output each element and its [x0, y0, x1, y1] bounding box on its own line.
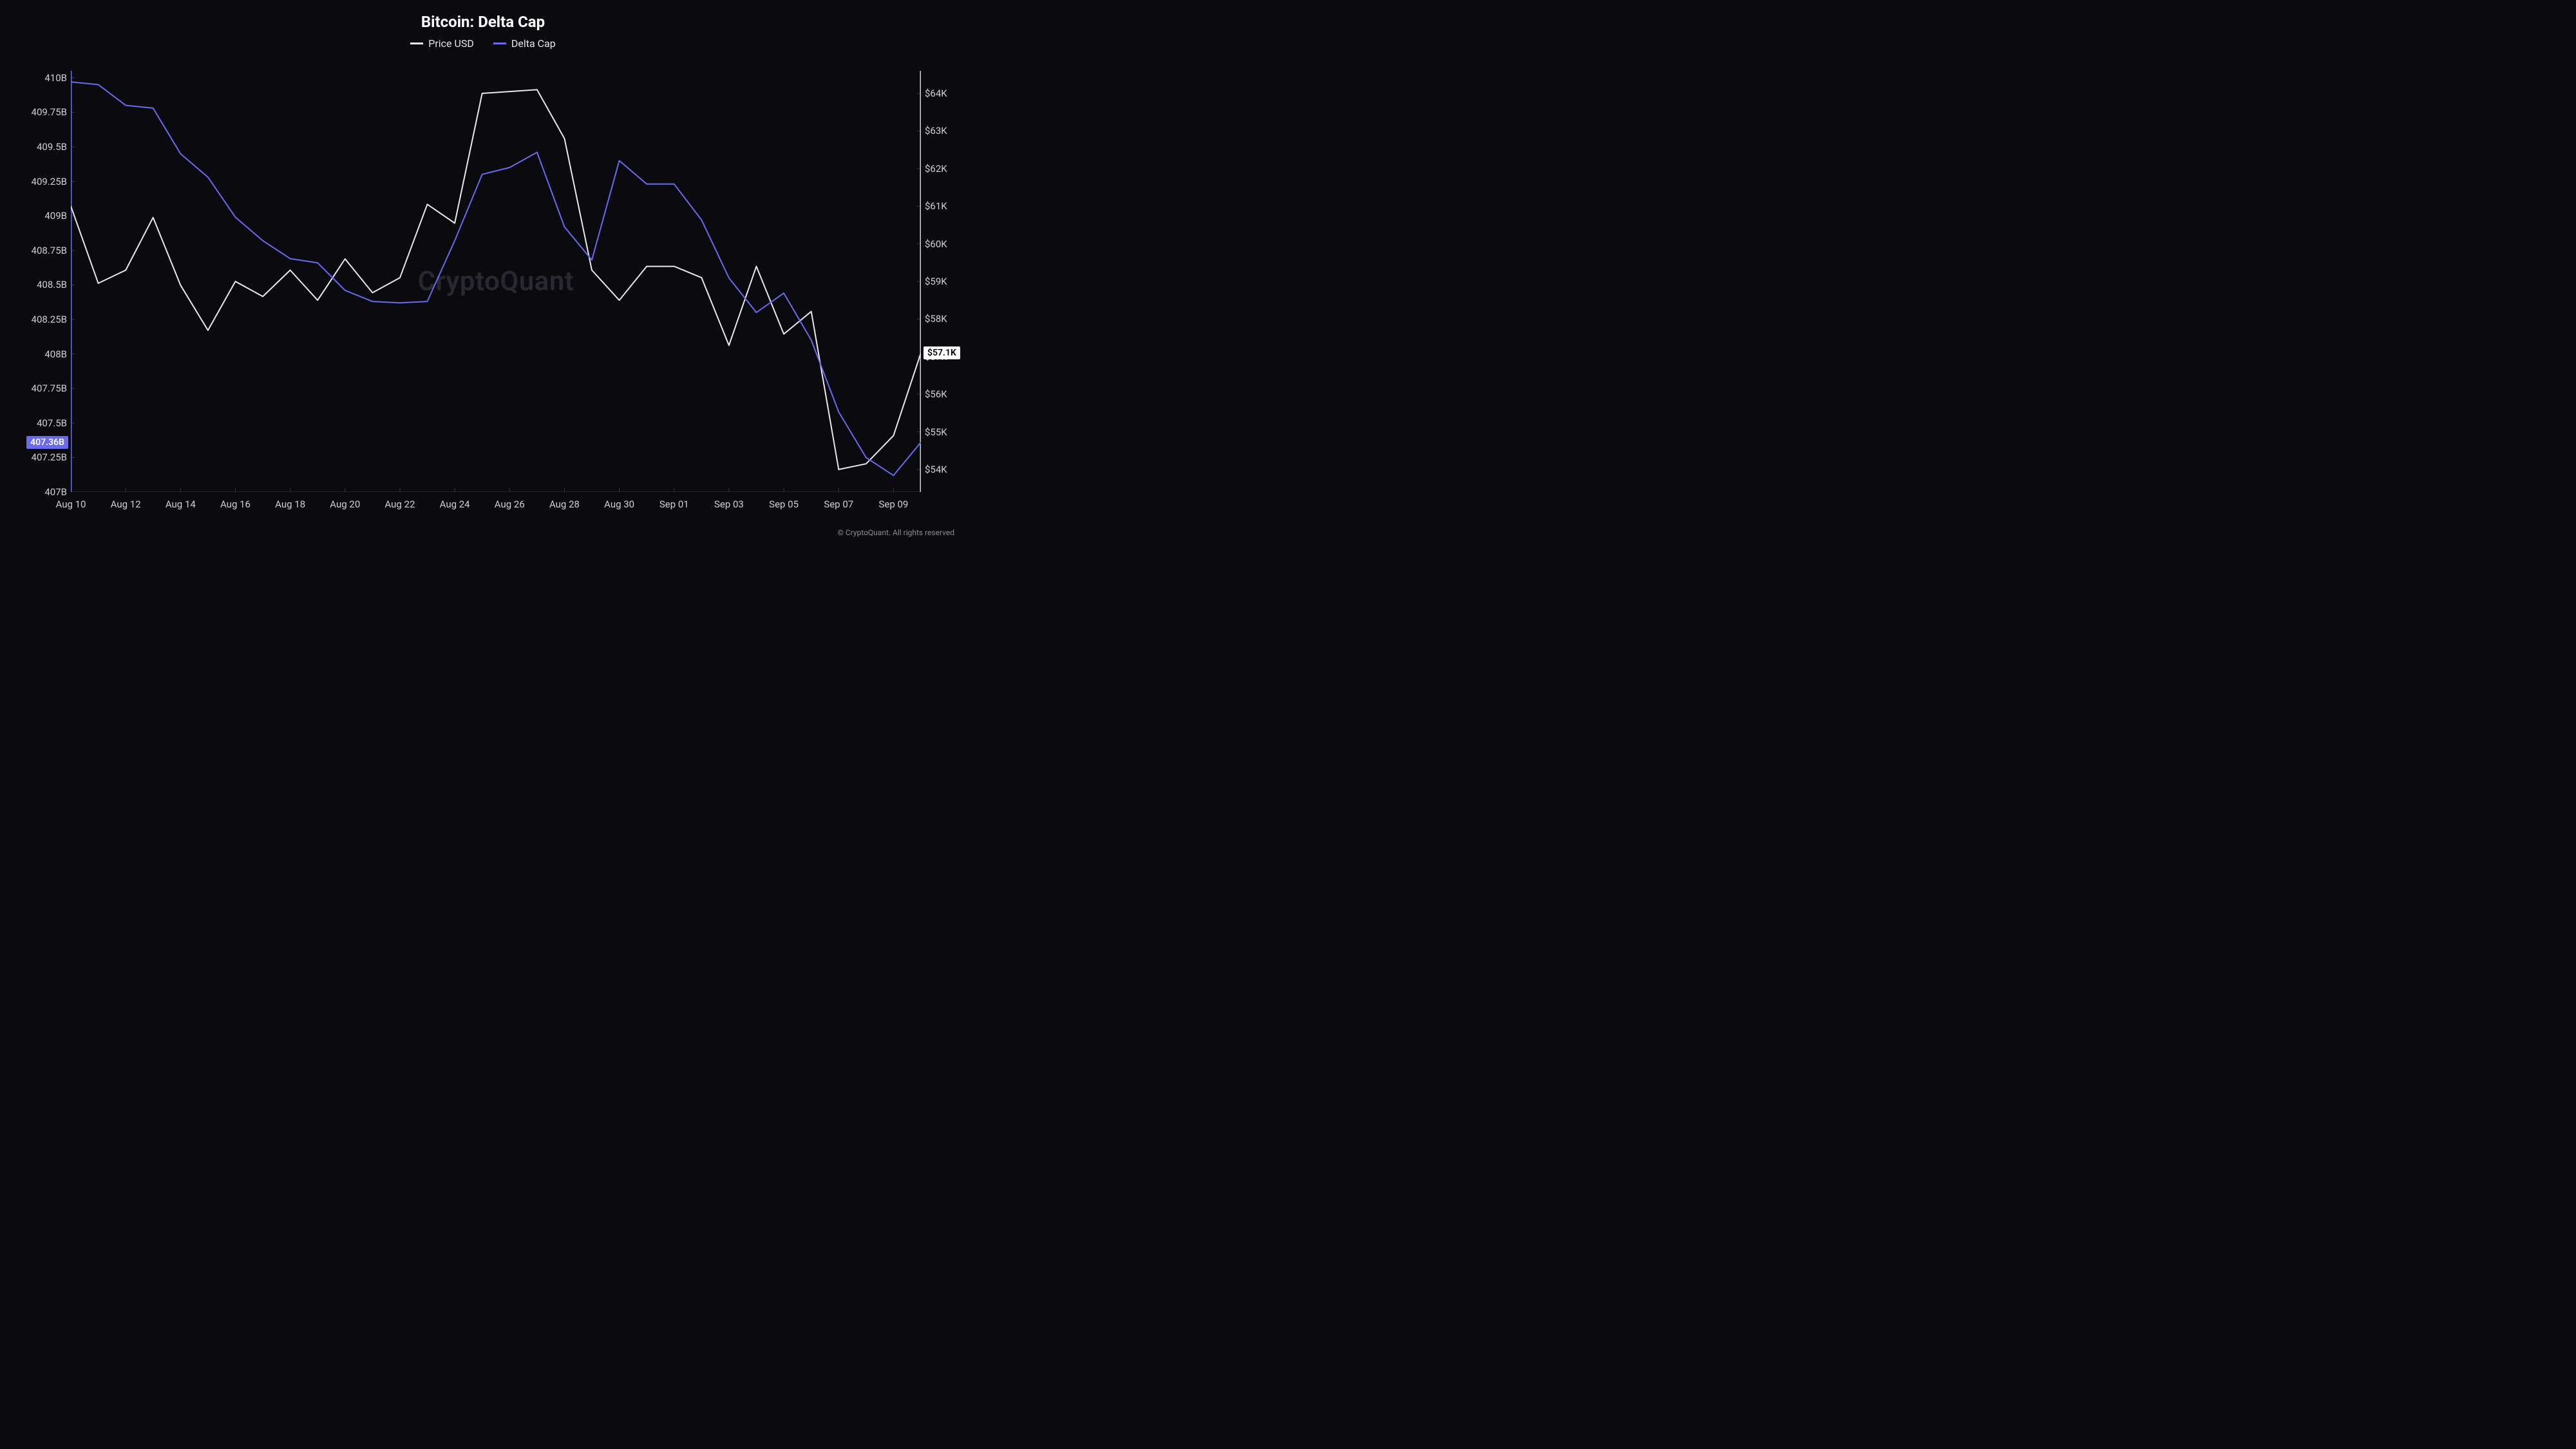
x-tick-label: Sep 03	[714, 498, 744, 510]
x-tick-label: Aug 28	[549, 498, 580, 510]
x-tick-label: Aug 24	[440, 498, 470, 510]
y-left-tick-label: 407.75B	[32, 383, 67, 394]
y-left-tick-label: 408B	[44, 348, 67, 360]
chart-svg	[71, 71, 921, 492]
x-tick-label: Aug 18	[275, 498, 305, 510]
x-tick-label: Aug 14	[166, 498, 196, 510]
y-right-tick-label: $64K	[925, 88, 947, 99]
legend-label-delta: Delta Cap	[511, 37, 556, 50]
legend-swatch-price	[410, 43, 423, 44]
legend-item-price: Price USD	[410, 37, 474, 50]
current-value-badge-left: 407.36B	[26, 436, 68, 449]
y-right-tick-label: $59K	[925, 276, 947, 287]
y-right-tick-label: $63K	[925, 125, 947, 137]
x-tick-label: Sep 09	[878, 498, 908, 510]
y-left-tick-label: 409B	[44, 210, 67, 222]
x-tick-label: Aug 20	[330, 498, 360, 510]
y-right-tick-label: $62K	[925, 163, 947, 175]
x-tick-label: Aug 26	[495, 498, 525, 510]
y-left-tick-label: 408.25B	[32, 314, 67, 325]
x-tick-label: Aug 22	[384, 498, 415, 510]
x-tick-label: Sep 05	[769, 498, 799, 510]
legend-label-price: Price USD	[428, 37, 474, 50]
y-right-tick-label: $61K	[925, 200, 947, 212]
legend-swatch-delta	[493, 43, 506, 44]
x-tick-label: Aug 30	[604, 498, 634, 510]
y-right-tick-label: $55K	[925, 426, 947, 438]
y-left-tick-label: 407.25B	[32, 451, 67, 463]
x-tick-label: Aug 10	[56, 498, 86, 510]
y-left-tick-label: 407.5B	[37, 417, 67, 429]
y-left-tick-label: 409.25B	[32, 176, 67, 187]
y-left-tick-label: 408.5B	[37, 279, 67, 290]
current-value-badge-right: $57.1K	[923, 346, 960, 359]
y-axis-left-labels: 407B407.25B407.5B407.75B408B408.25B408.5…	[0, 71, 70, 492]
chart-title: Bitcoin: Delta Cap	[0, 0, 966, 31]
y-left-tick-label: 409.75B	[32, 106, 67, 118]
x-tick-label: Sep 01	[659, 498, 689, 510]
y-right-tick-label: $56K	[925, 388, 947, 400]
y-left-tick-label: 409.5B	[37, 141, 67, 153]
y-left-tick-label: 410B	[44, 72, 67, 84]
y-left-tick-label: 407B	[44, 486, 67, 498]
x-tick-label: Aug 12	[111, 498, 141, 510]
x-tick-label: Aug 16	[220, 498, 251, 510]
chart-plot-area: CryptoQuant	[71, 71, 921, 492]
x-axis-labels: Aug 10Aug 12Aug 14Aug 16Aug 18Aug 20Aug …	[71, 498, 921, 518]
copyright: © CryptoQuant. All rights reserved	[837, 528, 954, 537]
legend-item-delta: Delta Cap	[493, 37, 556, 50]
y-right-tick-label: $54K	[925, 464, 947, 475]
y-right-tick-label: $60K	[925, 238, 947, 250]
y-left-tick-label: 408.75B	[32, 245, 67, 256]
x-tick-label: Sep 07	[824, 498, 853, 510]
legend: Price USD Delta Cap	[0, 37, 966, 50]
y-right-tick-label: $58K	[925, 313, 947, 325]
y-axis-right-labels: $54K$55K$56K$57K$58K$59K$60K$61K$62K$63K…	[922, 71, 966, 492]
